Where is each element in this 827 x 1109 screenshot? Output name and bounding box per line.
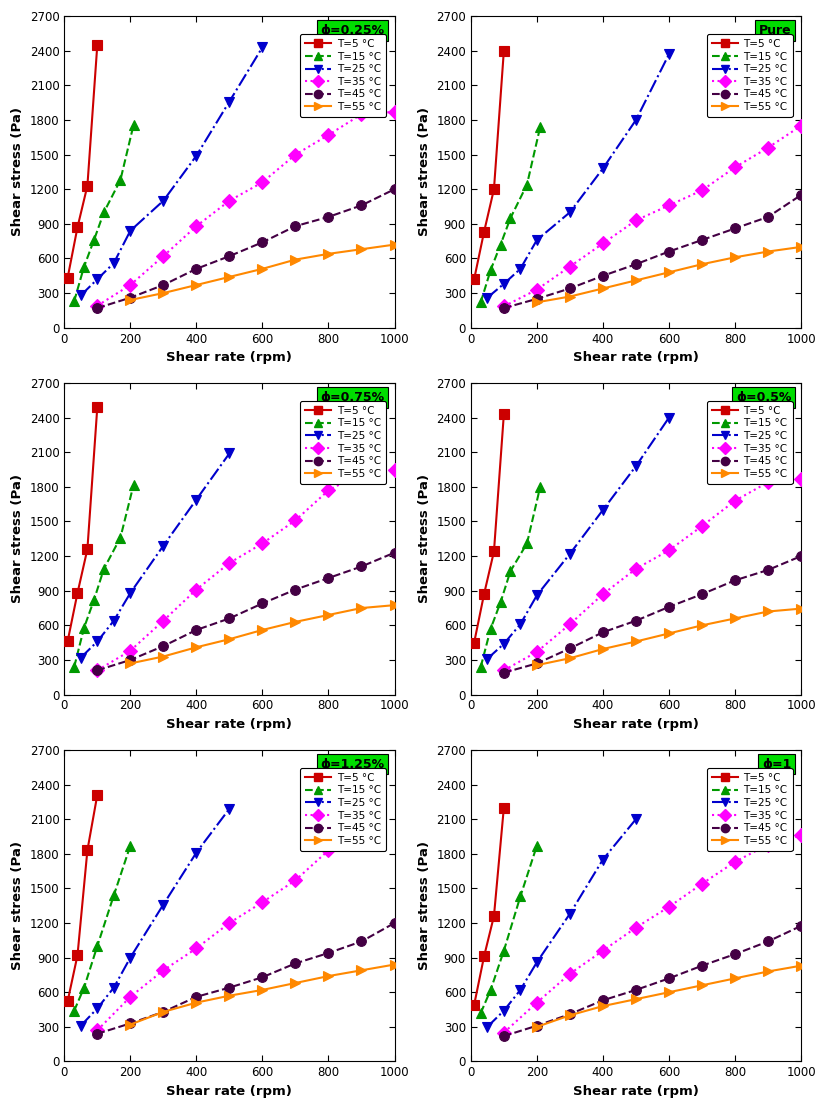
Y-axis label: Shear stress (Pa): Shear stress (Pa) — [418, 475, 431, 603]
X-axis label: Shear rate (rpm): Shear rate (rpm) — [166, 1085, 292, 1098]
Y-axis label: Shear stress (Pa): Shear stress (Pa) — [11, 475, 24, 603]
Text: ϕ=0.5%: ϕ=0.5% — [736, 390, 791, 404]
Text: ϕ=1.25%: ϕ=1.25% — [321, 757, 385, 771]
Text: ϕ=1: ϕ=1 — [762, 757, 791, 771]
Legend: T=5 °C, T=15 °C, T=25 °C, T=35 °C, T=45 °C, T=55 °C: T=5 °C, T=15 °C, T=25 °C, T=35 °C, T=45 … — [300, 33, 386, 118]
Text: ϕ=0.75%: ϕ=0.75% — [321, 390, 385, 404]
Text: Pure: Pure — [758, 24, 791, 37]
Y-axis label: Shear stress (Pa): Shear stress (Pa) — [11, 842, 24, 970]
Text: ϕ=0.25%: ϕ=0.25% — [321, 24, 385, 37]
Legend: T=5 °C, T=15 °C, T=25 °C, T=35 °C, T=45 °C, T=55 °C: T=5 °C, T=15 °C, T=25 °C, T=35 °C, T=45 … — [707, 400, 792, 485]
Y-axis label: Shear stress (Pa): Shear stress (Pa) — [418, 842, 431, 970]
X-axis label: Shear rate (rpm): Shear rate (rpm) — [573, 1085, 699, 1098]
X-axis label: Shear rate (rpm): Shear rate (rpm) — [166, 352, 292, 364]
Y-axis label: Shear stress (Pa): Shear stress (Pa) — [418, 108, 431, 236]
Legend: T=5 °C, T=15 °C, T=25 °C, T=35 °C, T=45 °C, T=55 °C: T=5 °C, T=15 °C, T=25 °C, T=35 °C, T=45 … — [707, 767, 792, 851]
X-axis label: Shear rate (rpm): Shear rate (rpm) — [573, 352, 699, 364]
Legend: T=5 °C, T=15 °C, T=25 °C, T=35 °C, T=45 °C, T=55 °C: T=5 °C, T=15 °C, T=25 °C, T=35 °C, T=45 … — [300, 400, 386, 485]
Legend: T=5 °C, T=15 °C, T=25 °C, T=35 °C, T=45 °C, T=55 °C: T=5 °C, T=15 °C, T=25 °C, T=35 °C, T=45 … — [707, 33, 792, 118]
Y-axis label: Shear stress (Pa): Shear stress (Pa) — [11, 108, 24, 236]
X-axis label: Shear rate (rpm): Shear rate (rpm) — [573, 718, 699, 731]
Legend: T=5 °C, T=15 °C, T=25 °C, T=35 °C, T=45 °C, T=55 °C: T=5 °C, T=15 °C, T=25 °C, T=35 °C, T=45 … — [300, 767, 386, 851]
X-axis label: Shear rate (rpm): Shear rate (rpm) — [166, 718, 292, 731]
